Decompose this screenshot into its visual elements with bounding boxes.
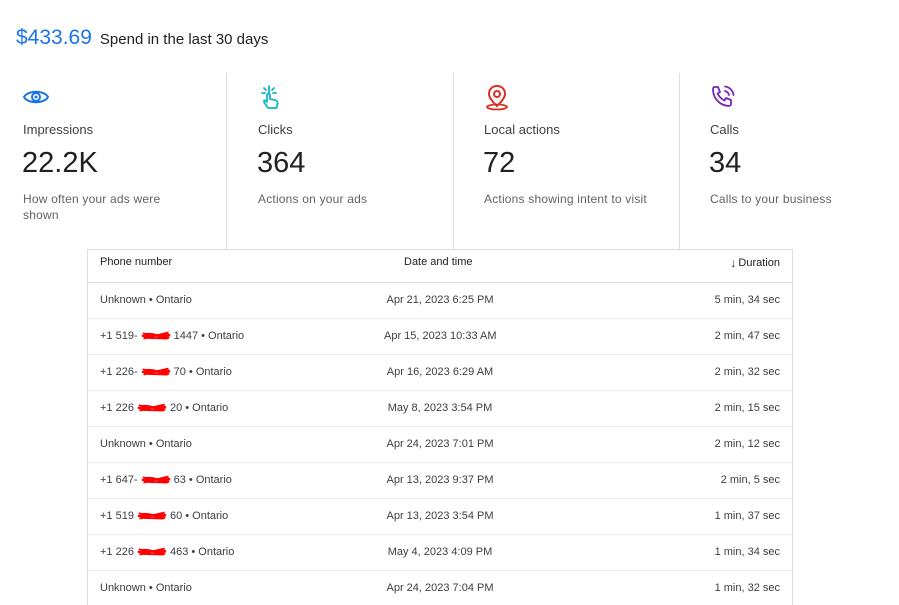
phone-cell: Unknown • Ontario (100, 438, 192, 450)
column-header-date[interactable]: Date and time (404, 256, 473, 268)
tap-icon (257, 83, 285, 111)
phone-text: +1 519 (100, 510, 134, 522)
phone-text-suffix: 60 • Ontario (169, 510, 229, 522)
location-pin-icon (483, 83, 511, 111)
table-row[interactable]: +1 226- 70 • Ontario Apr 16, 2023 6:29 AM 2… (88, 355, 792, 391)
metric-description: Actions showing intent to visit (484, 192, 647, 206)
table-row[interactable]: Unknown • Ontario Apr 24, 2023 7:04 PM 1 m… (88, 571, 792, 605)
spend-summary: $433.69 Spend in the last 30 days (16, 26, 268, 50)
metric-label: Calls (710, 122, 739, 137)
duration-cell: 5 min, 34 sec (714, 294, 780, 306)
column-header-phone[interactable]: Phone number (100, 256, 173, 268)
phone-text: +1 226 (100, 546, 134, 558)
redaction-scribble (141, 367, 170, 376)
metric-value: 72 (483, 147, 516, 179)
redaction-scribble (137, 403, 167, 412)
phone-cell: +1 647- 63 • Ontario (100, 474, 232, 486)
table-row[interactable]: Unknown • Ontario Apr 24, 2023 7:01 PM 2 m… (88, 427, 792, 463)
metric-description: How often your ads were shown (23, 192, 161, 222)
phone-cell: +1 519 60 • Ontario (100, 510, 228, 522)
column-header-duration-label: Duration (738, 257, 780, 269)
duration-cell: 1 min, 37 sec (714, 510, 780, 522)
date-cell: Apr 13, 2023 3:54 PM (386, 510, 494, 522)
metric-value: 364 (257, 147, 306, 179)
phone-text-suffix: 20 • Ontario (169, 402, 229, 414)
table-row[interactable]: +1 647- 63 • Ontario Apr 13, 2023 9:37 PM 2… (88, 463, 792, 499)
metric-value: 22.2K (22, 147, 98, 179)
date-cell: May 4, 2023 4:09 PM (387, 546, 493, 558)
phone-cell: +1 226 20 • Ontario (100, 402, 228, 414)
column-header-duration[interactable]: ↓ Duration (730, 256, 780, 270)
date-cell: Apr 15, 2023 10:33 AM (384, 330, 497, 342)
duration-cell: 2 min, 5 sec (720, 474, 780, 486)
phone-text: Unknown • Ontario (100, 438, 192, 450)
phone-cell: Unknown • Ontario (100, 582, 192, 594)
date-cell: Apr 16, 2023 6:29 AM (386, 366, 494, 378)
metric-label: Local actions (484, 122, 560, 137)
table-row[interactable]: +1 519- 1447 • Ontario Apr 15, 2023 10:33 … (88, 319, 792, 355)
duration-cell: 2 min, 32 sec (714, 366, 780, 378)
divider (226, 73, 227, 249)
metric-label: Clicks (258, 122, 293, 137)
date-cell: Apr 24, 2023 7:04 PM (386, 582, 494, 594)
metric-calls[interactable]: Calls 34 Calls to your business (687, 73, 899, 249)
date-cell: Apr 24, 2023 7:01 PM (386, 438, 494, 450)
duration-cell: 2 min, 47 sec (714, 330, 780, 342)
phone-cell: +1 519- 1447 • Ontario (100, 330, 244, 342)
table-row[interactable]: +1 226 20 • Ontario May 8, 2023 3:54 PM 2 m… (88, 391, 792, 427)
metric-description: Calls to your business (710, 192, 832, 206)
redaction-scribble (141, 475, 170, 484)
phone-text-suffix: 1447 • Ontario (173, 330, 245, 342)
phone-cell: +1 226- 70 • Ontario (100, 366, 232, 378)
phone-text: +1 647- (100, 474, 138, 486)
metric-value: 34 (709, 147, 742, 179)
eye-icon (22, 83, 50, 111)
redaction-scribble (137, 511, 167, 520)
table-row[interactable]: +1 226 463 • Ontario May 4, 2023 4:09 PM 1 … (88, 535, 792, 571)
table-row[interactable]: +1 519 60 • Ontario Apr 13, 2023 3:54 PM 1 … (88, 499, 792, 535)
metric-impressions[interactable]: Impressions 22.2K How often your ads wer… (0, 73, 226, 249)
redaction-scribble (137, 547, 167, 556)
metric-description: Actions on your ads (258, 192, 368, 206)
spend-label: Spend in the last 30 days (99, 31, 269, 48)
metric-clicks[interactable]: Clicks 364 Actions on your ads (235, 73, 452, 249)
phone-text: +1 226- (100, 366, 138, 378)
table-body: Unknown • Ontario Apr 21, 2023 6:25 PM 5 m… (88, 283, 792, 605)
phone-text: Unknown • Ontario (100, 582, 192, 594)
phone-cell: +1 226 463 • Ontario (100, 546, 234, 558)
spend-amount: $433.69 (16, 26, 92, 49)
phone-text: Unknown • Ontario (100, 294, 192, 306)
date-cell: May 8, 2023 3:54 PM (387, 402, 493, 414)
divider (679, 73, 680, 249)
date-cell: Apr 21, 2023 6:25 PM (386, 294, 494, 306)
metric-label: Impressions (23, 122, 94, 137)
phone-text: +1 519- (100, 330, 138, 342)
phone-text-suffix: 63 • Ontario (173, 474, 232, 486)
phone-cell: Unknown • Ontario (100, 294, 192, 306)
duration-cell: 1 min, 32 sec (714, 582, 780, 594)
metrics-row: Impressions 22.2K How often your ads wer… (0, 73, 899, 249)
phone-text-suffix: 70 • Ontario (173, 366, 232, 378)
calls-table: Phone number Date and time ↓ Duration Un… (87, 249, 793, 605)
phone-text: +1 226 (100, 402, 134, 414)
table-header: Phone number Date and time ↓ Duration (88, 250, 792, 283)
duration-cell: 2 min, 15 sec (714, 402, 780, 414)
redaction-scribble (141, 331, 170, 340)
table-row[interactable]: Unknown • Ontario Apr 21, 2023 6:25 PM 5 m… (88, 283, 792, 319)
duration-cell: 2 min, 12 sec (714, 438, 780, 450)
divider (453, 73, 454, 249)
date-cell: Apr 13, 2023 9:37 PM (386, 474, 494, 486)
phone-call-icon (709, 83, 737, 111)
metric-local-actions[interactable]: Local actions 72 Actions showing intent … (461, 73, 678, 249)
phone-text-suffix: 463 • Ontario (169, 546, 235, 558)
duration-cell: 1 min, 34 sec (714, 546, 780, 558)
sort-arrow-down-icon: ↓ (730, 256, 737, 270)
